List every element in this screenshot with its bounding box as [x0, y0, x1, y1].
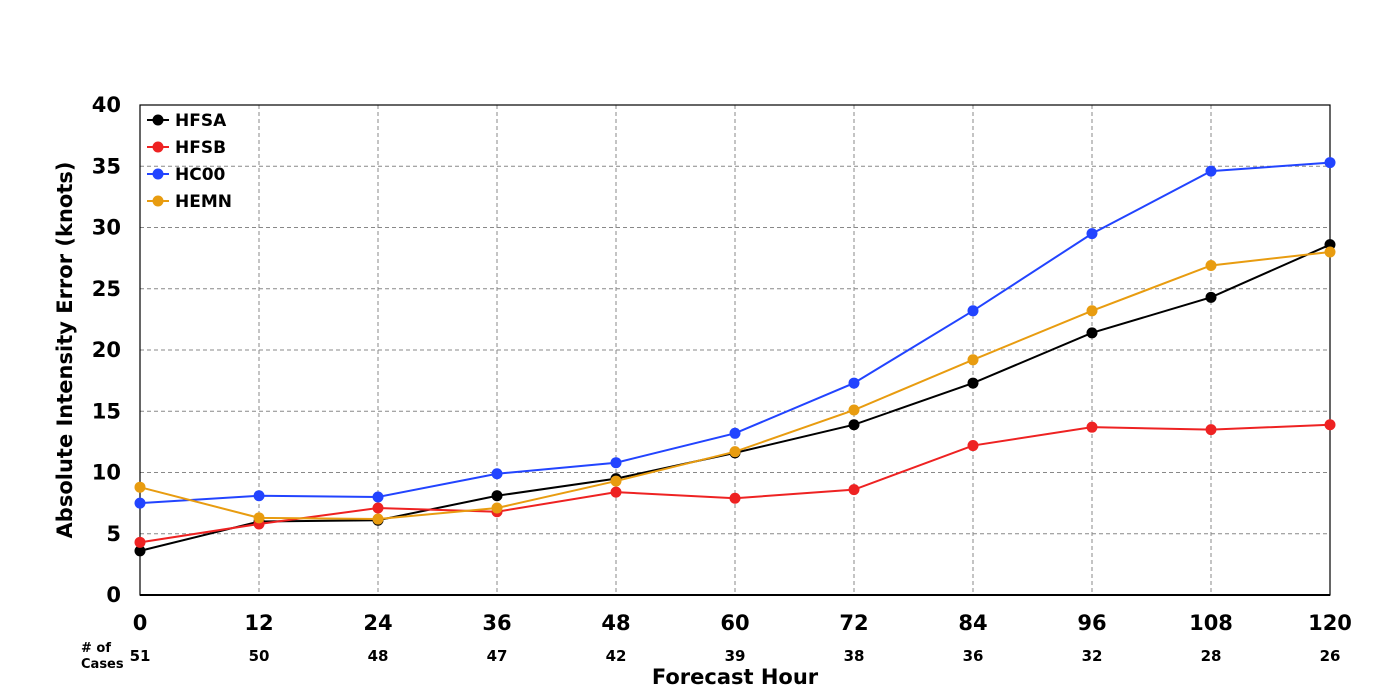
data-point [967, 377, 979, 389]
case-count: 36 [963, 647, 984, 665]
legend-entry: HEMN [147, 192, 232, 212]
cases-label-line2: Cases [81, 657, 124, 672]
legend-marker [152, 114, 164, 126]
y-tick-label: 10 [92, 461, 121, 485]
data-point [253, 490, 265, 502]
y-tick-label: 5 [106, 522, 121, 546]
data-point [848, 404, 860, 416]
legend-marker [152, 195, 164, 207]
x-tick-label: 120 [1308, 611, 1352, 635]
legend-label: HFSA [175, 111, 227, 131]
data-point [491, 468, 503, 480]
case-count: 39 [725, 647, 746, 665]
y-tick-label: 25 [92, 277, 121, 301]
legend-marker [152, 141, 164, 153]
data-point [1086, 228, 1098, 240]
x-axis-title: Forecast Hour [652, 665, 819, 689]
legend-marker [152, 168, 164, 180]
legend-label: HC00 [175, 165, 226, 185]
data-point [1086, 327, 1098, 339]
x-tick-label: 60 [720, 611, 749, 635]
case-count: 48 [368, 647, 389, 665]
data-point [848, 484, 860, 496]
data-point [1086, 305, 1098, 317]
y-tick-labels: 0 5 10 15 20 25 30 35 40 [92, 93, 121, 607]
case-count: 26 [1320, 647, 1341, 665]
data-point [848, 377, 860, 389]
x-tick-label: 84 [958, 611, 987, 635]
case-count: 42 [606, 647, 627, 665]
data-point [372, 502, 384, 514]
data-point [848, 419, 860, 431]
y-tick-label: 40 [92, 93, 121, 117]
x-tick-labels: 0 12 24 36 48 60 72 84 96 108 120 [133, 611, 1352, 635]
data-point [1324, 157, 1336, 169]
data-point [967, 305, 979, 317]
data-point [610, 475, 622, 487]
y-tick-label: 0 [106, 583, 121, 607]
data-point [134, 497, 146, 509]
y-tick-label: 20 [92, 338, 121, 362]
data-point [1205, 424, 1217, 436]
data-point [1205, 165, 1217, 177]
data-point [1205, 291, 1217, 303]
case-count: 32 [1082, 647, 1103, 665]
data-point [1205, 259, 1217, 271]
data-point [491, 490, 503, 502]
data-point [610, 486, 622, 498]
case-count: 51 [130, 647, 151, 665]
data-point [253, 512, 265, 524]
x-tick-label: 48 [601, 611, 630, 635]
series-hc00 [134, 157, 1336, 509]
x-tick-label: 12 [244, 611, 273, 635]
x-tick-label: 108 [1189, 611, 1233, 635]
legend-entry: HFSB [147, 138, 226, 158]
data-point [967, 354, 979, 366]
x-tick-label: 24 [363, 611, 392, 635]
case-count: 47 [487, 647, 508, 665]
data-point [134, 545, 146, 557]
y-tick-label: 35 [92, 154, 121, 178]
legend-label: HEMN [175, 192, 232, 212]
legend-label: HFSB [175, 138, 226, 158]
legend-entry: HC00 [147, 165, 226, 185]
y-tick-label: 15 [92, 399, 121, 423]
data-point [1324, 246, 1336, 258]
data-point [372, 513, 384, 525]
x-tick-label: 72 [839, 611, 868, 635]
x-tick-label: 96 [1077, 611, 1106, 635]
data-point [729, 492, 741, 504]
data-point [1324, 419, 1336, 431]
case-count: 28 [1201, 647, 1222, 665]
data-point [610, 457, 622, 469]
data-point [134, 536, 146, 548]
y-axis-title: Absolute Intensity Error (knots) [53, 162, 77, 539]
y-tick-label: 30 [92, 216, 121, 240]
legend: HFSA HFSB HC00 HEMN [147, 111, 232, 212]
x-tick-label: 36 [482, 611, 511, 635]
case-count: 38 [844, 647, 865, 665]
x-tick-label: 0 [133, 611, 148, 635]
data-point [372, 491, 384, 503]
data-point [1086, 421, 1098, 433]
data-series [134, 157, 1336, 557]
data-point [134, 481, 146, 493]
data-point [491, 502, 503, 514]
data-point [967, 440, 979, 452]
data-point [729, 446, 741, 458]
legend-entry: HFSA [147, 111, 227, 131]
series-hemn [134, 246, 1336, 525]
cases-label-line1: # of [81, 641, 111, 656]
case-counts: 51 50 48 47 42 39 38 36 32 28 26 [130, 647, 1341, 665]
data-point [729, 427, 741, 439]
case-count: 50 [249, 647, 270, 665]
